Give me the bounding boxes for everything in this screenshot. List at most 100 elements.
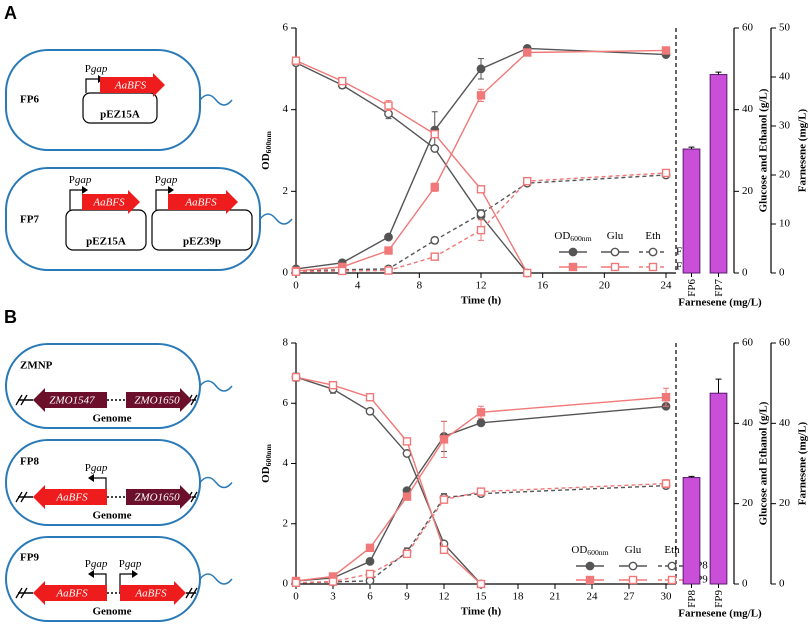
y-tick-label: 0	[283, 578, 289, 590]
promoter-label: Pgap	[69, 174, 92, 186]
gene-arrow	[126, 388, 192, 412]
y2-axis-label: Glucose and Ethanol (g/L)	[758, 401, 770, 525]
x-tick-label: FP7	[713, 279, 725, 297]
data-point	[439, 495, 449, 504]
y-axis-label: OD600nm	[260, 131, 273, 170]
legend-marker	[568, 247, 578, 257]
flagellum	[199, 573, 233, 585]
y-tick-label: 30	[779, 120, 791, 132]
legend-header: Glu	[607, 230, 624, 242]
data-point	[661, 393, 671, 402]
y-axis-label-main: OD	[260, 153, 272, 170]
data-point	[523, 176, 532, 186]
data-point	[476, 185, 486, 194]
y-tick-label: 6	[283, 397, 289, 409]
y-tick-label: 4	[283, 103, 289, 115]
cell	[5, 167, 261, 271]
promoter-head	[132, 570, 138, 578]
gene-label: AaBFS	[184, 197, 217, 209]
data-point	[384, 246, 393, 255]
legend-header-main: Eth	[645, 230, 661, 242]
x-tick-label: 4	[355, 280, 361, 292]
data-point	[523, 48, 532, 57]
strain-label: FP9	[20, 552, 39, 564]
x-tick-label: FP9	[713, 590, 725, 608]
y-tick-label: 6	[283, 22, 289, 34]
x-tick-label: 12	[476, 280, 487, 292]
legend-header-main: OD	[554, 230, 570, 242]
data-point	[430, 129, 439, 139]
y-axis-label-sub: 600nm	[264, 444, 273, 467]
data-point	[328, 577, 338, 586]
y-axis-label: Farnesene (mg/L)	[797, 421, 809, 505]
bar	[709, 392, 728, 585]
data-point	[430, 252, 439, 261]
bar	[709, 74, 728, 274]
data-point	[402, 492, 412, 501]
genome-label: Genome	[92, 606, 131, 618]
y2-tick-label: 0	[742, 267, 748, 279]
x-tick-label: 3	[330, 591, 336, 603]
data-point	[402, 437, 412, 446]
legend-header-sub: 600nm	[587, 548, 608, 557]
series-line	[295, 60, 528, 274]
data-point	[661, 479, 671, 488]
data-point	[661, 168, 671, 178]
data-point	[476, 209, 486, 219]
gene-arrow	[168, 190, 238, 214]
series-line	[295, 484, 667, 584]
y2-tick-label: 40	[742, 103, 754, 115]
promoter-p: P	[85, 462, 91, 474]
plasmid-label: pEZ15A	[86, 236, 126, 248]
y-tick-label: 0	[779, 578, 785, 590]
x-axis-label: Time (h)	[461, 295, 502, 307]
data-point	[430, 235, 440, 245]
data-point	[523, 268, 532, 278]
x-tick-label: 0	[293, 280, 299, 292]
legend-header-main: Eth	[664, 544, 680, 556]
legend-marker	[648, 247, 658, 257]
y-tick-label: 20	[779, 497, 791, 509]
promoter-head	[88, 474, 94, 482]
y-tick-label: 2	[283, 185, 289, 197]
y-tick-label: 50	[779, 22, 791, 34]
data-point	[338, 266, 347, 276]
x-tick-label: 21	[550, 591, 561, 603]
data-point	[476, 408, 486, 417]
promoter	[69, 189, 82, 210]
y-tick-label: 0	[779, 267, 785, 279]
panel-label: A	[4, 3, 17, 23]
data-point	[476, 487, 486, 496]
legend-marker	[648, 262, 658, 272]
data-point	[476, 64, 486, 74]
legend-header: Eth	[664, 544, 680, 556]
gene-label: AaBFS	[114, 80, 147, 92]
y-axis-label: OD600nm	[260, 444, 273, 483]
y2-tick-label: 0	[742, 578, 748, 590]
gene-arrow	[82, 190, 140, 214]
x-tick-label: 8	[417, 280, 423, 292]
promoter-gene: gap	[75, 174, 92, 186]
x-tick-label: 24	[661, 280, 673, 292]
promoter-gene: gap	[91, 462, 108, 474]
data-point	[365, 543, 375, 553]
data-point	[291, 578, 301, 587]
gene-label: AaBFS	[55, 492, 88, 504]
y-axis-label-main: OD	[260, 466, 272, 483]
data-point	[476, 91, 486, 100]
flagellum	[259, 213, 293, 225]
promoter-p: P	[85, 558, 91, 570]
gene-label: ZMO1650	[134, 395, 180, 407]
y-tick-label: 2	[283, 517, 289, 529]
bar	[682, 477, 701, 585]
data-point	[384, 101, 393, 110]
promoter-label: Pgap	[155, 174, 178, 186]
promoter-p: P	[155, 174, 161, 186]
x-axis-label: Farnesene (mg/L)	[678, 608, 762, 620]
x-tick-label: 15	[476, 591, 488, 603]
legend-marker	[610, 262, 620, 272]
y-tick-label: 10	[779, 218, 791, 230]
gene-arrow	[33, 388, 107, 412]
error-bar	[715, 378, 722, 394]
promoter-p: P	[69, 174, 75, 186]
